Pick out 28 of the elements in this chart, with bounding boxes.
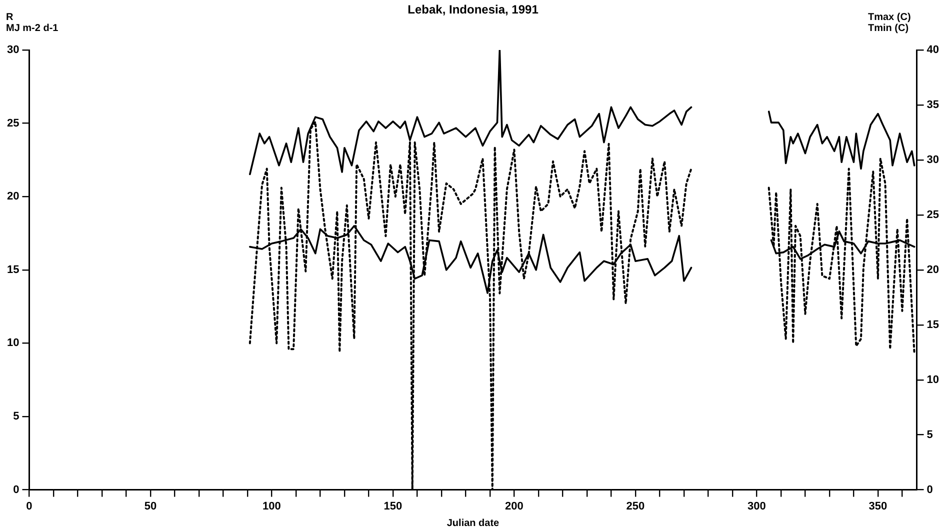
x-tick-label: 100 [262, 500, 281, 512]
x-tick-label: 350 [868, 500, 888, 512]
y2-tick-label: 20 [926, 264, 940, 276]
y-tick-label: 15 [6, 264, 20, 276]
y2-tick-label: 0 [926, 484, 933, 496]
y-tick-label: 10 [6, 337, 20, 350]
y2-tick-label: 40 [926, 44, 940, 56]
y-tick-label: 20 [6, 190, 20, 203]
y-tick-label: 25 [6, 117, 20, 130]
x-tick-label: 0 [26, 500, 32, 512]
y2-axis-title: Tmax (C) Tmin (C) [868, 12, 911, 34]
y-axis-title: R MJ m-2 d-1 [6, 12, 59, 34]
y-tick-label: 30 [6, 44, 20, 56]
y2-tick-label: 25 [926, 208, 940, 221]
x-tick-label: 50 [144, 500, 157, 512]
chart-title: Lebak, Indonesia, 1991 [408, 2, 539, 16]
x-tick-label: 200 [505, 500, 524, 512]
y-tick-label: 0 [13, 484, 20, 496]
y2-tick-label: 35 [926, 99, 940, 112]
y2-tick-label: 10 [926, 374, 940, 386]
x-tick-label: 300 [748, 500, 766, 512]
y2-tick-label: 30 [926, 154, 940, 166]
y2-tick-label: 5 [926, 428, 933, 441]
x-tick-label: 150 [384, 500, 402, 512]
y-tick-label: 5 [13, 410, 20, 423]
y2-tick-label: 15 [926, 318, 940, 331]
x-axis-title: Julian date [446, 518, 500, 529]
x-tick-label: 250 [626, 500, 645, 512]
